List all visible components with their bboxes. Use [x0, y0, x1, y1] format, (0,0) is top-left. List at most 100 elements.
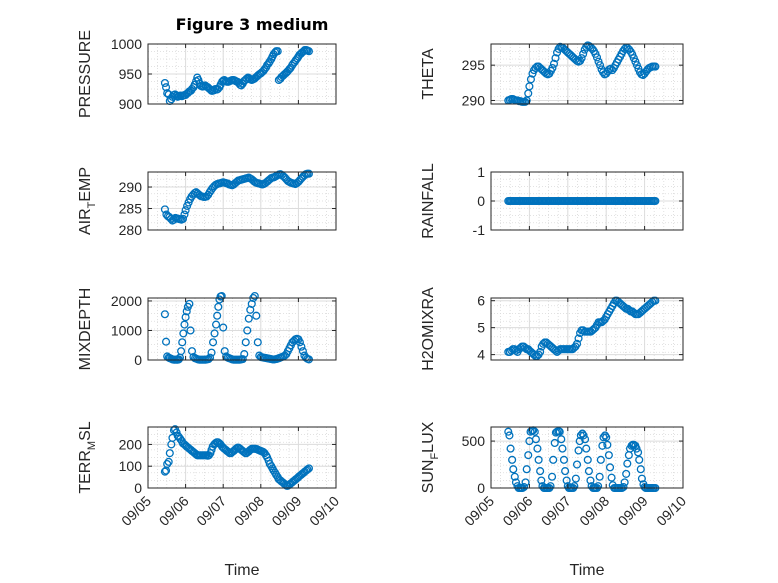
data-point: [213, 84, 222, 94]
data-point: [579, 431, 588, 440]
chart-title: Figure 3 medium: [176, 15, 329, 34]
data-point: [160, 467, 169, 476]
data-point: [505, 431, 514, 440]
data-series: [504, 296, 660, 361]
data-point: [213, 311, 222, 320]
y-axis-label-tail: SL: [77, 421, 94, 441]
axes-box: [490, 43, 684, 105]
data-point: [260, 65, 269, 74]
axes-box: [147, 297, 337, 361]
data-point: [187, 84, 197, 94]
data-point: [509, 465, 518, 474]
data-point: [584, 467, 593, 476]
y-tick-label: 2000: [111, 293, 142, 309]
x-tick-label: 09/08: [576, 493, 612, 529]
subplot-theta: 290 295 THETA: [420, 41, 684, 108]
data-point: [637, 474, 646, 483]
subplot-pressure: 900 950 1000 PRESSURE: [77, 30, 337, 118]
data-point: [212, 320, 221, 329]
data-point: [164, 457, 173, 466]
data-point: [219, 323, 228, 332]
y-tick-label: 1000: [111, 322, 142, 338]
data-point: [598, 441, 607, 450]
data-point: [161, 337, 171, 346]
data-point: [204, 355, 213, 364]
subplot-h2omixra: 4 5 6 H2OMIXRA: [420, 287, 684, 371]
data-point: [536, 467, 545, 476]
data-point: [180, 210, 189, 219]
data-point: [186, 326, 195, 335]
data-point: [530, 427, 539, 436]
data-point: [549, 455, 558, 464]
data-point: [634, 448, 643, 457]
data-point: [534, 455, 543, 464]
data-point: [298, 347, 307, 356]
data-point: [572, 460, 582, 469]
y-axis-label: RAINFALL: [420, 163, 437, 239]
y-axis-label: AIRTEMP: [77, 167, 98, 235]
data-point: [526, 75, 535, 84]
data-point: [250, 291, 259, 301]
data-series: [504, 41, 660, 106]
axes-box: [147, 171, 337, 231]
data-point: [180, 320, 189, 329]
data-point: [550, 438, 559, 448]
data-point: [510, 472, 519, 481]
data-point: [208, 338, 218, 347]
y-axis-label-main: H2OMIXRA: [420, 287, 437, 371]
y-axis-label: TERRMSL: [77, 421, 98, 493]
subplot-terr-msl: 0 100 200 TERRMSL 09/05 09/06 09/07 09/08 09/09 0…: [77, 421, 342, 579]
y-tick-label: -1: [473, 222, 486, 238]
x-tick-label: 09/10: [306, 493, 342, 529]
data-point: [205, 353, 215, 362]
y-axis-label-main: RAINFALL: [420, 163, 437, 239]
data-point: [185, 299, 194, 308]
y-axis-label-main: THETA: [420, 48, 437, 100]
y-tick-label: 285: [119, 201, 143, 217]
y-tick-label: 295: [462, 57, 486, 73]
y-tick-label: 5: [477, 320, 485, 336]
data-point: [595, 472, 604, 481]
y-axis-label: SUNFLUX: [420, 421, 441, 493]
data-point: [604, 451, 613, 460]
data-point: [160, 205, 169, 214]
data-point: [546, 482, 555, 491]
y-axis-label-subscript: F: [429, 453, 441, 460]
data-point: [531, 435, 540, 444]
data-point: [651, 296, 660, 305]
data-point: [533, 444, 542, 453]
y-tick-label: 6: [477, 293, 485, 309]
y-tick-label: 1: [477, 164, 485, 180]
y-tick-label: 280: [119, 222, 143, 238]
y-axis-label-main: SUN: [420, 460, 437, 494]
data-series: [160, 169, 313, 225]
data-point: [303, 465, 312, 474]
x-tick-label: 09/07: [538, 493, 574, 529]
data-point: [551, 54, 560, 63]
data-point: [607, 473, 616, 482]
data-series: [160, 425, 313, 490]
y-axis-label-main: TERR: [77, 450, 94, 494]
data-point: [574, 334, 583, 343]
y-axis-label-tail: EMP: [77, 167, 94, 202]
data-point: [504, 427, 513, 436]
data-point: [570, 482, 579, 491]
data-point: [217, 291, 226, 301]
data-point: [651, 196, 660, 206]
data-point: [264, 59, 273, 68]
data-point: [178, 338, 187, 347]
data-point: [559, 455, 569, 464]
data-point: [599, 433, 608, 442]
data-point: [244, 314, 253, 323]
x-tick-label: 09/08: [231, 493, 267, 529]
data-point: [603, 440, 612, 449]
y-tick-label: 0: [134, 480, 142, 496]
data-point: [581, 435, 590, 444]
data-point: [304, 464, 313, 473]
data-point: [238, 355, 247, 364]
y-tick-label: 1000: [111, 36, 142, 52]
data-series: [160, 291, 313, 364]
data-point: [586, 476, 595, 485]
